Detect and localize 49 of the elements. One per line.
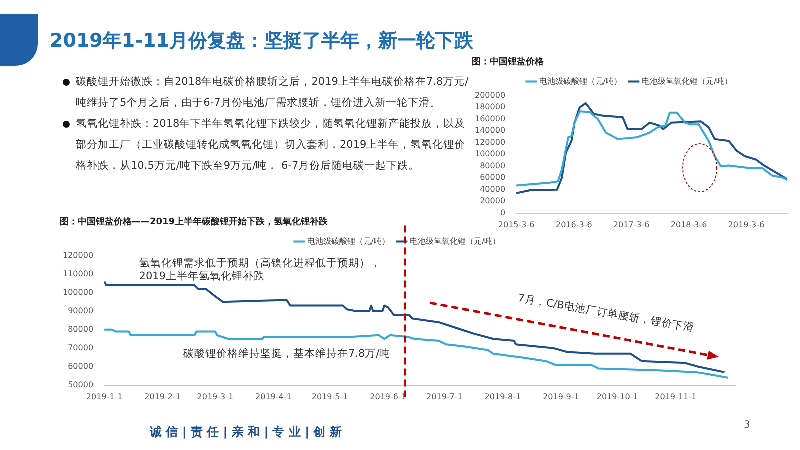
y-tick-label: 100000: [62, 288, 94, 297]
x-tick-label: 2019-3-1: [197, 392, 234, 402]
legend-label: 电池级碳酸锂（元/吨）: [307, 236, 390, 246]
x-tick-label: 2019-8-1: [484, 392, 522, 402]
y-tick-label: 140000: [474, 126, 506, 136]
x-tick-label: 2019-9-1: [543, 392, 580, 402]
x-tick-label: 2017-3-6: [613, 220, 650, 230]
y-tick-label: 70000: [68, 343, 94, 352]
legend-label: 电池级氢氧化锂（元/吨）: [410, 236, 501, 246]
text: 氢氧化锂补跌：2018年下半年氢氧化锂下跌较少，随氢氧化锂新产能投放，以及部分加工厂（工业碳酸锂转化成氢氧化锂）切入套利，2019上半年，氢氧化锂价格补跌，从10.5万元/吨下跌至9万元/吨， 6-7月份后随电碳一起下跌。: [76, 117, 467, 174]
x-tick-label: 2019-2-1: [144, 392, 181, 402]
chart-title: 图：中国锂盐价格——2019上半年碳酸锂开始下跌，氢氧化锂补跌: [60, 216, 330, 228]
annotation: 氢氧化锂需求低于预期（高镍化进程低于预期）， 2019上半年氢氧化锂补跌: [139, 256, 382, 282]
y-tick-label: 200000: [474, 90, 506, 100]
text: 诚 信 | 责 任 | 亲 和 | 专 业 | 创 新: [150, 424, 342, 441]
x-tick-label: 2019-1-1: [86, 392, 123, 402]
legend-label: 电池级氢氧化锂（元/吨）: [642, 76, 733, 86]
text: 3: [744, 420, 750, 431]
x-tick-label: 2018-3-6: [670, 220, 708, 230]
x-tick-label: 2019-7-1: [426, 392, 463, 402]
y-tick-label: 160000: [474, 114, 506, 124]
text: 2019年1-11月份复盘：坚挺了半年，新一轮下跌: [50, 29, 474, 54]
x-tick-label: 2019-3-6: [728, 220, 765, 230]
x-tick-label: 2019-5-1: [312, 392, 348, 402]
x-tick-label: 2019-6-1: [370, 392, 406, 402]
y-tick-label: 60000: [480, 173, 506, 182]
y-tick-label: 80000: [480, 161, 506, 170]
y-tick-label: 120000: [474, 138, 506, 147]
y-tick-label: 110000: [62, 269, 94, 278]
annotation: 碳酸锂价格维持坚挺，基本维持在7.8万/吨: [182, 347, 391, 360]
y-tick-label: 20000: [480, 196, 506, 206]
y-tick-label: 60000: [68, 362, 94, 371]
y-tick-label: 40000: [480, 184, 506, 194]
text: 碳酸锂开始微跌：自2018年电碳价格腰斩之后，2019上半年电碳价格在7.8万元/吨维持了5个月之后，由于6-7月份电池厂需求腰斩，锂价进入新一轮下滑。: [76, 75, 470, 111]
y-tick-label: 120000: [62, 250, 94, 260]
x-tick-label: 2019-4-1: [256, 392, 292, 402]
y-tick-label: 100000: [474, 150, 506, 159]
y-tick-label: 180000: [474, 102, 506, 112]
x-tick-label: 2019-10-1: [596, 392, 638, 402]
y-tick-label: 80000: [68, 324, 94, 334]
annotation: 7月，C/B电池厂订单腰斩，锂价下滑: [517, 291, 696, 334]
legend-label: 电池级碳酸锂（元/吨）: [539, 76, 622, 86]
x-tick-label: 2016-3-6: [556, 220, 592, 230]
x-tick-label: 2015-3-6: [498, 220, 535, 230]
y-tick-label: 50000: [68, 380, 94, 390]
chart-title: 图：中国锂盐价格: [472, 56, 545, 68]
y-tick-label: 0: [500, 208, 506, 218]
y-tick-label: 90000: [68, 306, 94, 316]
x-tick-label: 2019-11-1: [655, 392, 697, 402]
